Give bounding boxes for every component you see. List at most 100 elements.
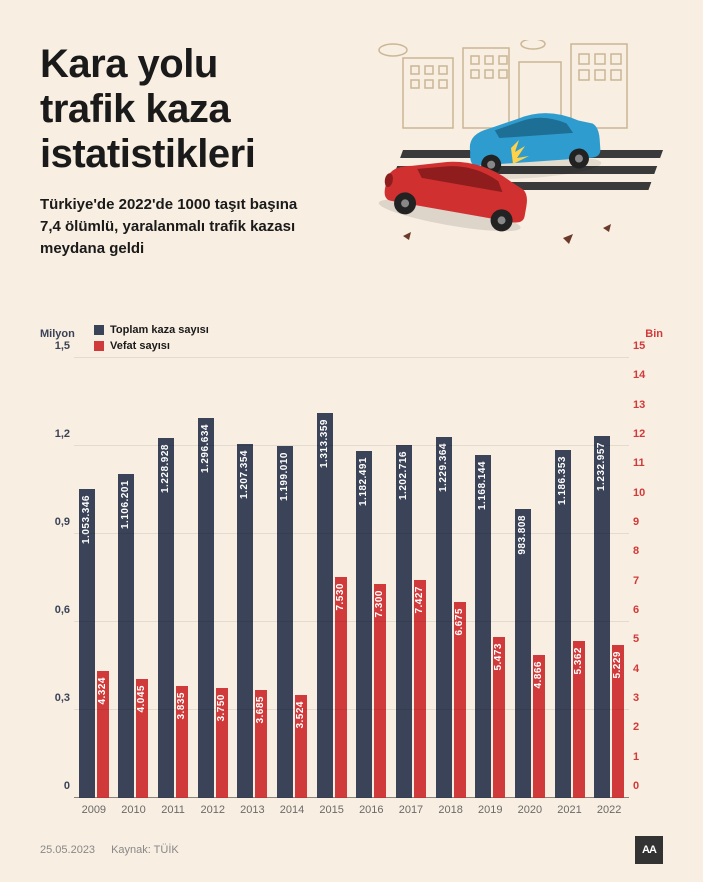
secondary-bar: 7.427	[414, 580, 426, 798]
secondary-bar-label: 5.362	[573, 647, 584, 675]
bar-group: 983.8084.8662020	[510, 358, 550, 798]
bar-group: 1.296.6343.7502012	[193, 358, 233, 798]
category-label: 2015	[312, 804, 352, 816]
legend-label: Vefat sayısı	[110, 340, 170, 352]
secondary-bar: 3.685	[255, 690, 267, 798]
primary-bar-label: 1.296.634	[200, 424, 211, 473]
primary-bar-label: 983.808	[517, 515, 528, 555]
primary-bar-label: 1.182.491	[358, 457, 369, 506]
left-tick: 0,9	[40, 516, 70, 528]
bar-group: 1.106.2014.0452010	[114, 358, 154, 798]
bar-group: 1.207.3543.6852013	[233, 358, 273, 798]
bar-group: 1.199.0103.5242014	[272, 358, 312, 798]
category-label: 2021	[550, 804, 590, 816]
category-label: 2018	[431, 804, 471, 816]
left-tick: 0,6	[40, 604, 70, 616]
primary-bar: 1.168.144	[475, 455, 491, 798]
right-tick: 1	[633, 751, 659, 763]
secondary-bar: 4.324	[97, 671, 109, 798]
primary-bar-label: 1.199.010	[279, 452, 290, 501]
category-label: 2010	[114, 804, 154, 816]
right-tick: 3	[633, 692, 659, 704]
primary-bar-label: 1.229.364	[438, 443, 449, 492]
legend: Toplam kaza sayısı Vefat sayısı	[94, 324, 209, 352]
right-tick: 14	[633, 369, 659, 381]
footer: 25.05.2023 Kaynak: TÜİK AA	[40, 836, 663, 864]
right-tick: 13	[633, 399, 659, 411]
right-tick: 12	[633, 428, 659, 440]
footer-source: 25.05.2023 Kaynak: TÜİK	[40, 844, 179, 856]
primary-bar: 1.053.346	[79, 489, 95, 798]
secondary-bar: 3.524	[295, 695, 307, 798]
primary-bar-label: 1.106.201	[120, 480, 131, 529]
legend-swatch-icon	[94, 341, 104, 351]
primary-bar-label: 1.207.354	[239, 450, 250, 499]
left-tick: 1,5	[40, 340, 70, 352]
primary-bar: 1.232.957	[594, 436, 610, 798]
grid-line	[74, 621, 629, 622]
bar-group: 1.229.3646.6752018	[431, 358, 471, 798]
bar-group: 1.202.7167.4272017	[391, 358, 431, 798]
category-label: 2014	[272, 804, 312, 816]
secondary-bar: 5.473	[493, 637, 505, 798]
secondary-bar: 7.530	[335, 577, 347, 798]
secondary-bar: 3.835	[176, 686, 188, 798]
category-label: 2020	[510, 804, 550, 816]
bar-group: 1.053.3464.3242009	[74, 358, 114, 798]
secondary-bar: 4.866	[533, 655, 545, 798]
category-label: 2012	[193, 804, 233, 816]
legend-label: Toplam kaza sayısı	[110, 324, 209, 336]
secondary-bar: 6.675	[454, 602, 466, 798]
primary-bar-label: 1.186.353	[557, 456, 568, 505]
category-label: 2009	[74, 804, 114, 816]
grid-line	[74, 797, 629, 798]
right-tick: 7	[633, 575, 659, 587]
footer-source-text: Kaynak: TÜİK	[111, 844, 179, 856]
left-axis-label: Milyon	[40, 328, 75, 340]
plot-area: 1.053.3464.32420091.106.2014.04520101.22…	[74, 358, 629, 798]
primary-bar: 983.808	[515, 509, 531, 798]
legend-swatch-icon	[94, 325, 104, 335]
legend-item: Toplam kaza sayısı	[94, 324, 209, 336]
primary-bar-label: 1.232.957	[596, 442, 607, 491]
right-tick: 4	[633, 663, 659, 675]
primary-bar: 1.106.201	[118, 474, 134, 798]
right-tick: 0	[633, 780, 659, 792]
secondary-bar-label: 5.473	[493, 643, 504, 671]
secondary-bar: 7.300	[374, 584, 386, 798]
category-label: 2016	[351, 804, 391, 816]
right-tick: 8	[633, 545, 659, 557]
category-label: 2022	[589, 804, 629, 816]
header: Kara yolu trafik kaza istatistikleri Tür…	[0, 0, 703, 260]
secondary-bar-label: 3.835	[176, 692, 187, 720]
primary-bar-label: 1.202.716	[398, 451, 409, 500]
left-tick: 0,3	[40, 692, 70, 704]
secondary-bar-label: 5.229	[612, 651, 623, 679]
primary-bar: 1.186.353	[555, 450, 571, 798]
bar-group: 1.313.3597.5302015	[312, 358, 352, 798]
bar-group: 1.186.3535.3622021	[550, 358, 590, 798]
right-tick: 15	[633, 340, 659, 352]
primary-bar: 1.228.928	[158, 438, 174, 798]
right-tick: 5	[633, 633, 659, 645]
right-tick: 2	[633, 721, 659, 733]
secondary-bar-label: 3.524	[295, 701, 306, 729]
primary-bar-label: 1.228.928	[160, 444, 171, 493]
category-label: 2019	[470, 804, 510, 816]
primary-bar: 1.229.364	[436, 437, 452, 798]
category-label: 2011	[153, 804, 193, 816]
right-tick: 10	[633, 487, 659, 499]
secondary-bar: 4.045	[136, 679, 148, 798]
primary-bar-label: 1.168.144	[477, 461, 488, 510]
agency-logo-icon: AA	[635, 836, 663, 864]
category-label: 2017	[391, 804, 431, 816]
primary-bar: 1.182.491	[356, 451, 372, 798]
bar-group: 1.168.1445.4732019	[470, 358, 510, 798]
right-tick: 11	[633, 457, 659, 469]
car-crash-illustration	[363, 40, 673, 260]
secondary-bar-label: 7.530	[335, 583, 346, 611]
secondary-bar: 5.229	[612, 645, 624, 798]
primary-bar-label: 1.313.359	[319, 419, 330, 468]
primary-bar: 1.313.359	[317, 413, 333, 798]
secondary-bar-label: 3.750	[216, 694, 227, 722]
